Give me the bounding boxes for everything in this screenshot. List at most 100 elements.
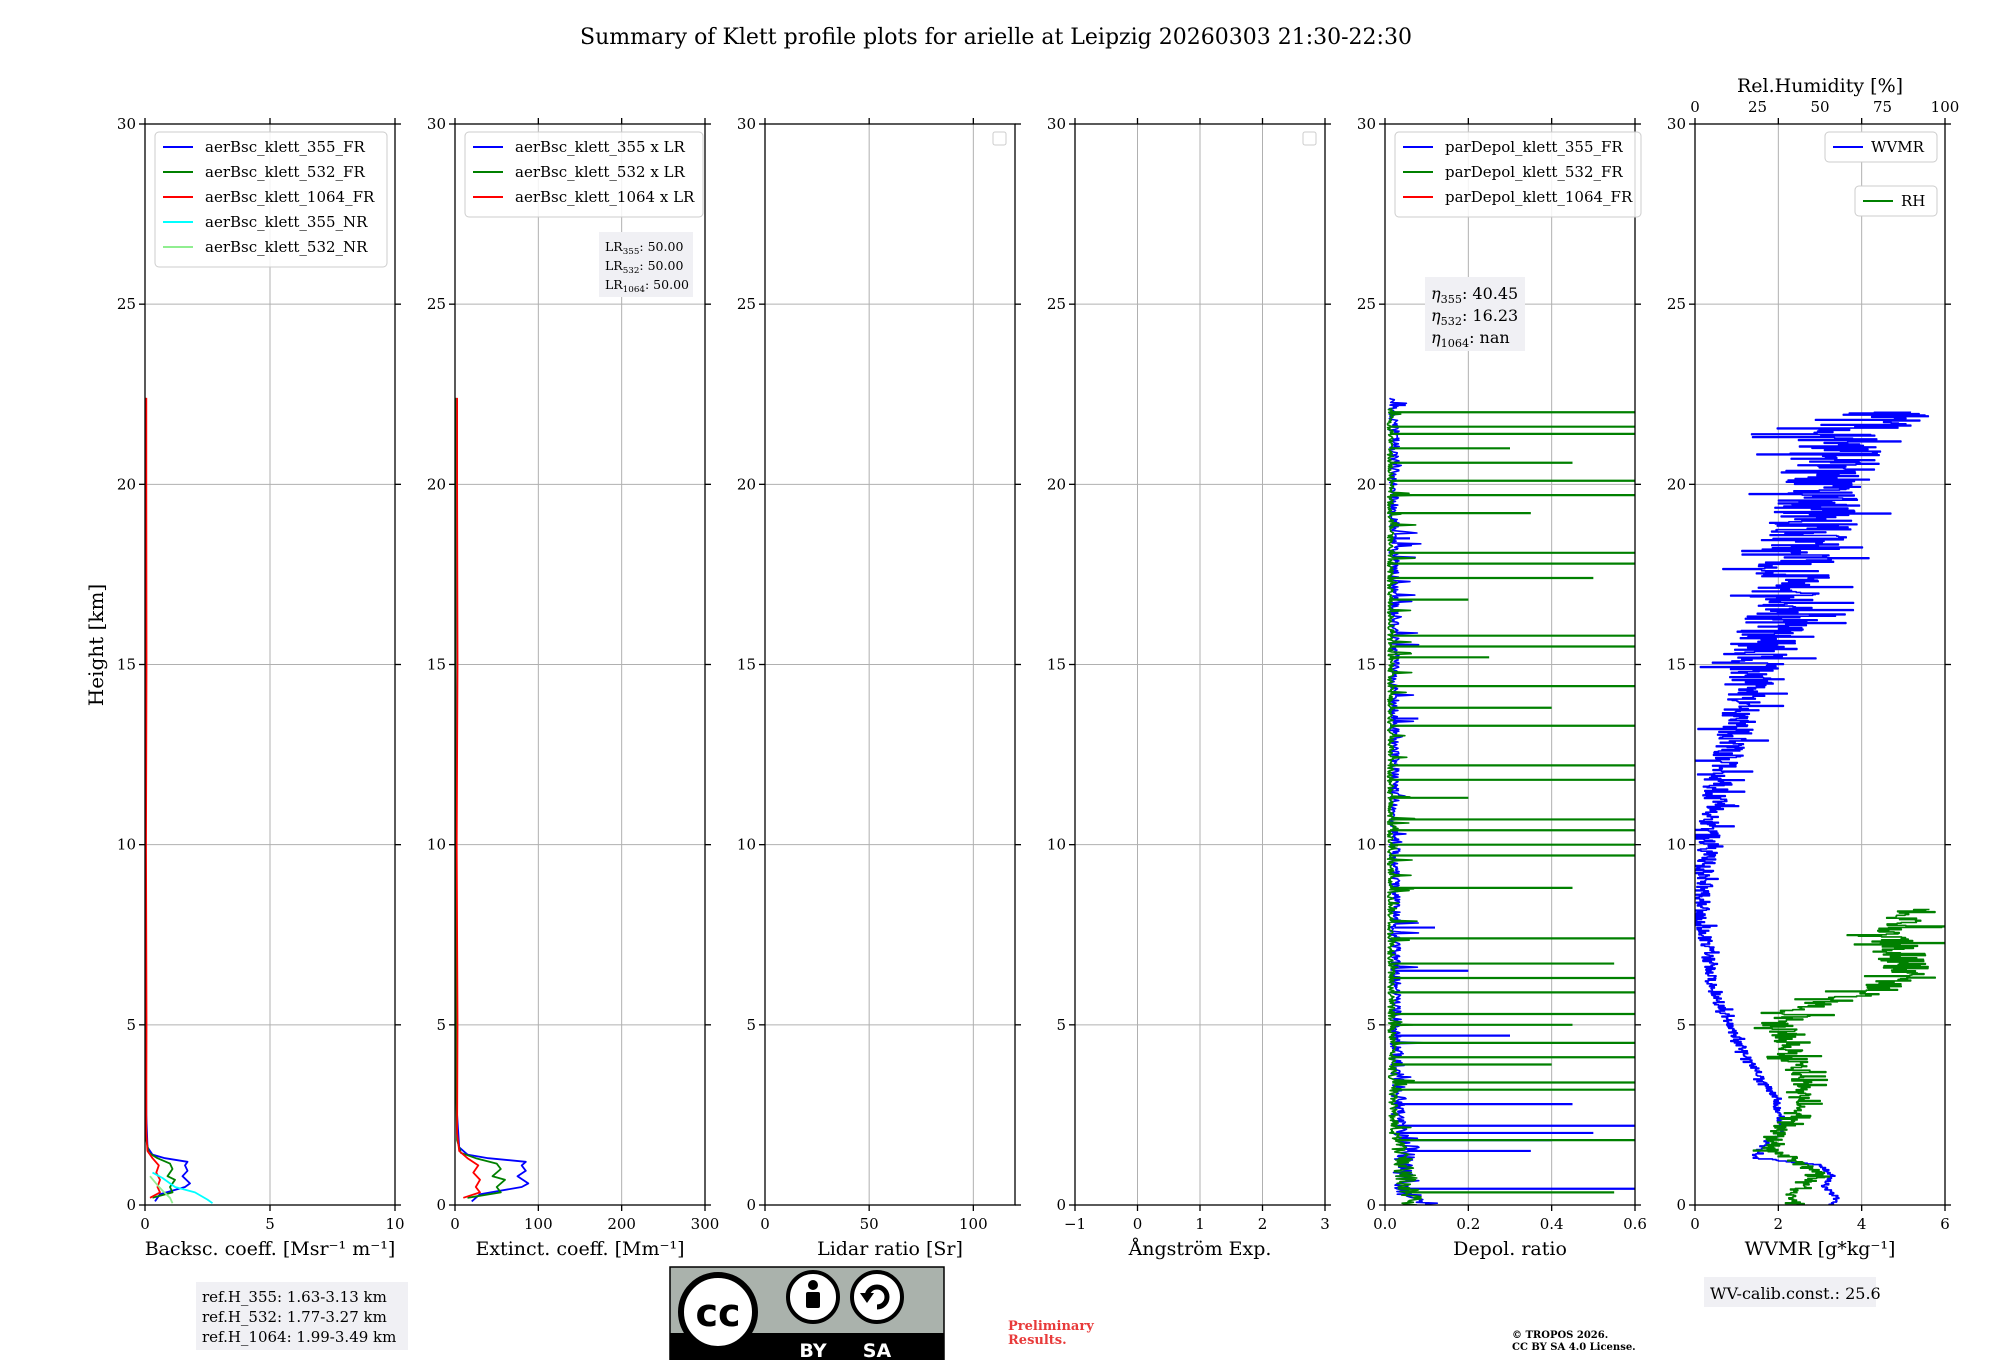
x-axis-label: Ångström Exp. [1128, 1238, 1272, 1260]
preliminary-line-1: Preliminary [1008, 1319, 1094, 1334]
x-tick-label: 2 [1774, 1215, 1784, 1233]
legend-backscatter: aerBsc_klett_355_FR aerBsc_klett_532_FRae… [154, 131, 388, 268]
cc-circle-icon [678, 1272, 758, 1352]
x-tick-label: 1 [1195, 1215, 1205, 1233]
legend-depol: parDepol_klett_355_FR parDepol_klett_532_… [1394, 131, 1642, 218]
y-tick-label: 30 [117, 115, 136, 133]
x-tick-label: 200 [607, 1215, 636, 1233]
reference-height-note-line: ref.H_532: 1.77-3.27 km [202, 1308, 387, 1326]
x-tick-label: 2 [1258, 1215, 1268, 1233]
x-axis-label: Backsc. coeff. [Msr⁻¹ m⁻¹] [145, 1238, 396, 1260]
y-tick-label: 15 [1357, 656, 1376, 674]
legend-box [1824, 131, 1938, 163]
legend-entry: aerBsc_klett_532 x LR [515, 163, 686, 181]
wv-calibration-note-box [1704, 1277, 1876, 1307]
x-tick-label: 0 [760, 1215, 770, 1233]
x-tick-label: 100 [959, 1215, 988, 1233]
y-tick-label: 20 [117, 475, 136, 493]
depol-eta-note-box [1425, 277, 1525, 351]
legend-entry: aerBsc_klett_532_NR [205, 238, 368, 256]
cc-by-sa-badge: cc BY SA [669, 1266, 945, 1360]
share-alike-arrowhead [860, 1293, 874, 1303]
y-tick-label: 30 [1357, 115, 1376, 133]
legend-entry: aerBsc_klett_1064_FR [205, 188, 375, 206]
y-tick-label: 15 [1047, 656, 1066, 674]
y-tick-label: 15 [737, 656, 756, 674]
y-tick-label: 20 [1667, 475, 1686, 493]
legend-wvmr: WVMR RH [1824, 131, 1938, 217]
attribution-head [808, 1280, 818, 1290]
y-tick-label: 10 [427, 836, 446, 854]
y-tick-label: 0 [1056, 1196, 1066, 1214]
wv-calibration-note-line: WV-calib.const.: 25.6 [1710, 1284, 1881, 1303]
y-tick-label: 0 [1366, 1196, 1376, 1214]
x-tick-label: 0 [1133, 1215, 1143, 1233]
panel-lidar-ratio: 0 5 10 15 20 25 30 0 50 100 Lidar ratio [Sr] [737, 115, 1021, 1260]
share-alike-icon [850, 1270, 904, 1324]
series-line-parDepol_klett_532_FR [1386, 407, 1422, 1205]
y-tick-label: 15 [117, 656, 136, 674]
copyright-note: © TROPOS 2026. CC BY SA 4.0 License. [1512, 1330, 1636, 1354]
x-tick-label: 0.0 [1373, 1215, 1397, 1233]
x-tick-label: 0.2 [1456, 1215, 1480, 1233]
y-tick-label: 5 [1366, 1016, 1376, 1034]
y-tick-label: 30 [1047, 115, 1066, 133]
y-tick-label: 10 [117, 836, 136, 854]
legend-entry: parDepol_klett_355_FR [1445, 138, 1623, 156]
reference-height-note-line: ref.H_1064: 1.99-3.49 km [202, 1328, 396, 1346]
empty-legend-box [992, 131, 1007, 146]
legend-entry: aerBsc_klett_355 x LR [515, 138, 686, 156]
y-tick-label: 5 [1056, 1016, 1066, 1034]
wv-calibration-note: WV-calib.const.: 25.6 [1704, 1277, 1881, 1307]
top-tick-label: 25 [1748, 98, 1767, 116]
copyright-line-2: CC BY SA 4.0 License. [1512, 1342, 1636, 1353]
y-tick-label: 10 [1357, 836, 1376, 854]
y-tick-label: 0 [126, 1196, 136, 1214]
x-tick-label: 6 [1940, 1215, 1950, 1233]
x-axis-label: Lidar ratio [Sr] [817, 1238, 963, 1260]
y-tick-label: 10 [737, 836, 756, 854]
series-group [455, 397, 530, 1203]
reference-height-note-box [196, 1282, 408, 1350]
top-tick-label: 100 [1931, 98, 1960, 116]
y-tick-label: 30 [427, 115, 446, 133]
y-tick-label: 25 [1047, 295, 1066, 313]
badge-by-label: BY [799, 1340, 826, 1360]
y-tick-label: 20 [1047, 475, 1066, 493]
top-tick-label: 50 [1810, 98, 1829, 116]
y-tick-label: 30 [1667, 115, 1686, 133]
legend-entry: aerBsc_klett_355_NR [205, 213, 368, 231]
top-axis-label: Rel.Humidity [%] [1737, 75, 1903, 97]
legend-entry: parDepol_klett_532_FR [1445, 163, 1623, 181]
lidar-ratio-note-box [599, 232, 693, 297]
y-tick-label: 25 [1357, 295, 1376, 313]
legend-box [1854, 185, 1938, 217]
x-tick-label: 0.4 [1540, 1215, 1564, 1233]
series-line-RH [1752, 908, 1945, 1205]
x-axis-label: Depol. ratio [1453, 1238, 1567, 1260]
x-tick-label: 10 [385, 1215, 404, 1233]
figure-title: Summary of Klett profile plots for ariel… [580, 25, 1412, 50]
x-tick-label: 0 [450, 1215, 460, 1233]
y-tick-label: 5 [746, 1016, 756, 1034]
depol-eta-note-line: η532: 16.23 [1431, 306, 1518, 328]
series-line-parDepol_klett_355_FR [1388, 397, 1439, 1205]
x-tick-label: 100 [524, 1215, 553, 1233]
legend-box [464, 131, 704, 218]
x-tick-label: 0.6 [1623, 1215, 1647, 1233]
top-tick-label: 75 [1873, 98, 1892, 116]
x-tick-label: 0 [140, 1215, 150, 1233]
panel-depol: 0 5 10 15 20 25 30 0.0 0.2 0.4 0.6 Depol. ratio parD… [1357, 115, 1647, 1260]
reference-height-note: ref.H_355: 1.63-3.13 km ref.H_532: 1.77-3… [196, 1282, 408, 1350]
y-tick-label: 20 [1357, 475, 1376, 493]
x-tick-label: 50 [860, 1215, 879, 1233]
series-group [1695, 411, 1945, 1205]
series-group [145, 397, 214, 1204]
y-tick-label: 15 [427, 656, 446, 674]
legend-entry: aerBsc_klett_532_FR [205, 163, 365, 181]
legend-entry: aerBsc_klett_1064 x LR [515, 188, 695, 206]
